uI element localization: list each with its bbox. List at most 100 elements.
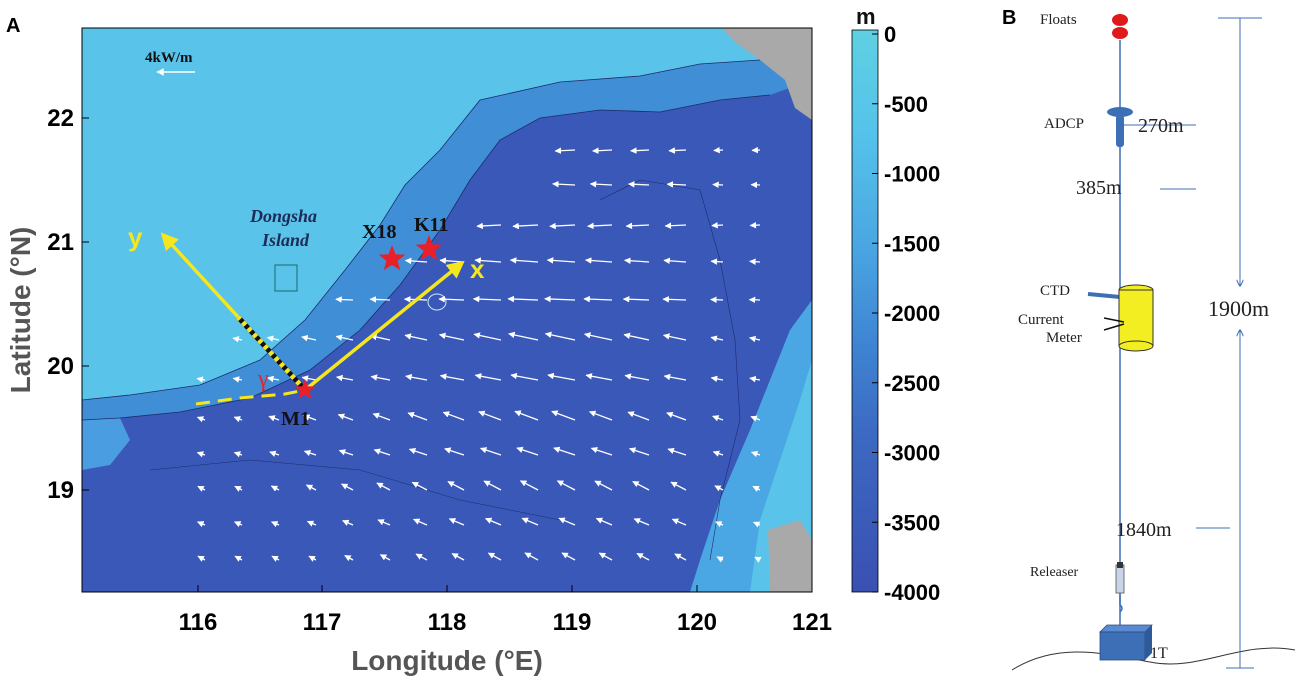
flux-vector [750,415,761,422]
label-ctd: CTD [1040,283,1070,299]
flux-vector [551,410,576,421]
flux-vector [197,521,206,528]
flux-vector [411,481,428,491]
flux-vector [337,413,354,421]
flux-vector [664,222,687,229]
flux-vector [546,257,576,264]
flux-vector [196,376,206,383]
colorbar-tick-label: -2500 [884,371,940,396]
flux-vector [714,485,724,492]
station-star-m1 [294,379,316,399]
panel-a-label: A [6,15,20,37]
flux-vector [595,517,613,526]
flux-vector [753,521,761,528]
y-axis-title: Latitude (°N) [5,227,36,394]
flux-vector [510,372,539,381]
colorbar-tick-label: -2000 [884,301,940,326]
flux-vector [561,552,576,561]
label-current: Current [1018,312,1065,328]
flux-vector [479,447,502,456]
flux-vector [438,332,465,341]
flux-vector [267,375,280,383]
flux-vector [633,518,650,526]
flux-vector [585,373,613,381]
flux-vector [413,518,428,526]
flux-vector [666,181,687,188]
panel-b-label: B [1002,7,1016,29]
label-meter: Meter [1046,330,1082,346]
depth-1840: 1840m [1116,519,1172,541]
dongsha-island-box [274,264,298,292]
flux-vector [305,484,317,491]
anchor-top [1099,624,1153,633]
ctd-sensor [1087,292,1121,299]
flux-vector [234,485,243,492]
flux-vector [233,416,243,423]
flux-vector [712,181,724,189]
y-tick-label: 20 [47,353,74,380]
flux-vector [589,180,613,188]
flux-vector [512,222,539,230]
label-releaser: Releaser [1030,565,1079,580]
flux-vector [369,296,391,303]
x-axis-title: Longitude (°E) [351,645,543,676]
flux-vector [674,553,687,561]
bathymetry-map [82,28,812,592]
flux-vector [447,481,465,491]
flux-vector [710,296,724,303]
depth-1900: 1900m [1208,296,1269,321]
flux-vector [442,411,465,421]
flux-vector [749,221,761,229]
flux-vector [663,257,687,265]
flux-vector [483,480,502,491]
x-axis-label: x [470,254,485,284]
depth-270: 270m [1138,115,1184,137]
flux-vector [377,519,391,526]
flux-vector [711,222,724,229]
flux-vector [516,446,539,456]
colorbar-ticks: 0 -500 -1000 -1500 -2000 -2500 -3000 -3500 -4000 [872,22,940,605]
flux-vector [407,411,428,421]
anchor-front [1099,631,1146,661]
angle-label: γ [257,366,269,392]
x-tick-label: 117 [303,609,342,636]
flux-vector [558,517,576,526]
flux-vector [404,333,428,341]
flux-vector [625,222,650,230]
x-tick-label: 120 [677,609,717,636]
flux-vector [592,147,613,154]
flux-vector [583,332,613,341]
flux-vector [553,446,576,456]
flux-vector [338,449,354,456]
flux-vector [509,257,539,264]
land-taiwan [722,28,812,120]
flux-vector [197,555,206,562]
flux-vector [749,335,761,343]
flux-vector [233,451,243,458]
y-tick-label: 21 [47,229,74,256]
flux-vector [335,296,354,303]
y-axis-ticks: 22 21 20 19 [47,105,89,504]
flux-vector [670,481,687,491]
flux-vector [749,258,761,265]
flux-vector [671,518,687,526]
flux-vector [712,450,724,457]
flux-vector [715,521,724,528]
flux-vector [713,146,724,154]
flux-vector [373,448,391,456]
flux-vector [415,553,428,561]
flux-vector [667,447,687,456]
flux-vector [508,331,539,341]
flux-vector [712,415,724,422]
flux-vector [716,556,724,563]
flux-vector [439,373,465,381]
flux-vector [636,552,650,561]
adcp-body [1116,115,1124,147]
flux-vector [448,518,465,526]
flux-vector [341,483,354,491]
x-tick-label: 116 [179,609,218,636]
flux-vector [268,415,280,422]
flux-vector [627,181,650,188]
flux-vector [232,376,243,383]
flux-vector [271,555,280,562]
